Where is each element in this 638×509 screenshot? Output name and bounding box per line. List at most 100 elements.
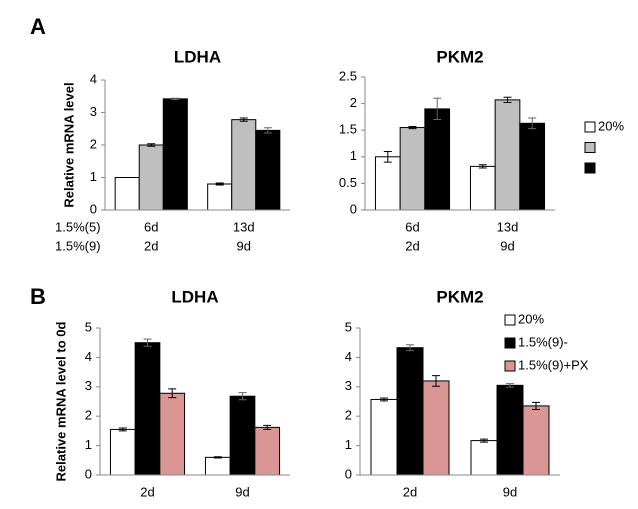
x-tick-label: 13d (233, 219, 255, 234)
x-tick-label: 2d (405, 238, 419, 253)
chart-title: LDHA (174, 47, 221, 66)
error-bar (503, 96, 512, 104)
legend-swatch (504, 360, 516, 372)
error-bar (239, 117, 248, 122)
bar (231, 119, 257, 211)
y-tick-label: 2 (350, 95, 357, 110)
y-tick-label: 0 (85, 466, 92, 481)
bar (424, 108, 451, 211)
x-tick-label: 2d (140, 484, 154, 499)
y-tick-label: 3 (345, 378, 352, 393)
y-tick-label: 4 (85, 349, 92, 364)
y-tick-label: 2.5 (339, 68, 357, 83)
y-tick-label: 1 (350, 148, 357, 163)
x-tick-label: 9d (500, 238, 514, 253)
y-tick-label: 3 (90, 104, 97, 119)
x-tick-label: 6d (405, 219, 419, 234)
error-bar (432, 375, 440, 387)
y-tick-label: 0 (90, 201, 97, 216)
legend-label: 1.5%(9)+PX (518, 357, 589, 372)
error-bar (263, 127, 272, 134)
bar (109, 428, 136, 476)
y-axis-label: Relative mRNA level (61, 82, 76, 207)
bar (255, 129, 281, 211)
y-tick-label: 0.5 (339, 175, 357, 190)
panel-label: B (30, 284, 46, 309)
bar (399, 127, 426, 211)
bar (114, 177, 140, 211)
x-tick-label: 6d (144, 219, 158, 234)
y-tick-label: 4 (90, 71, 97, 86)
error-bar (213, 456, 222, 459)
bar (204, 456, 231, 476)
error-bar (171, 97, 180, 100)
error-bar (143, 338, 152, 347)
bar (162, 98, 188, 211)
y-tick-label: 1 (345, 437, 352, 452)
bar (138, 144, 164, 211)
y-tick-label: 2 (345, 408, 352, 423)
y-tick-label: 4 (345, 349, 352, 364)
bar (522, 405, 550, 476)
x-tick-label: 9d (237, 238, 251, 253)
bar (519, 122, 546, 211)
bar (229, 395, 256, 476)
bar (396, 347, 424, 476)
y-tick-label: 0 (350, 201, 357, 216)
bar (496, 384, 524, 476)
x-tick-label: 9d (235, 484, 249, 499)
error-bar (408, 125, 417, 130)
error-bar (532, 401, 540, 410)
error-bar (433, 97, 442, 121)
error-bar (528, 117, 537, 130)
bar (207, 183, 233, 211)
legend-swatch (504, 314, 516, 326)
y-tick-label: 5 (85, 319, 92, 334)
error-bar (168, 388, 177, 399)
row-label: 1.5%(5) (55, 219, 101, 234)
bar (159, 392, 186, 476)
y-tick-label: 1 (85, 437, 92, 452)
legend-swatch (584, 121, 596, 133)
chart-title: PKM2 (436, 287, 483, 306)
y-tick-label: 5 (345, 319, 352, 334)
panel-label: A (30, 14, 46, 39)
y-tick-label: 2 (85, 408, 92, 423)
row-label: 1.5%(9) (55, 238, 101, 253)
error-bar (238, 392, 247, 401)
y-axis-label: Relative mRNA level to 0d (53, 321, 68, 481)
error-bar (383, 150, 392, 163)
y-tick-label: 0 (345, 466, 352, 481)
x-tick-label: 2d (403, 484, 417, 499)
legend-swatch (584, 142, 596, 153)
legend-label: 20% (518, 311, 544, 326)
bar (254, 426, 281, 476)
bar (370, 398, 398, 476)
error-bar (118, 427, 127, 432)
error-bar (263, 424, 272, 430)
y-tick-label: 2 (90, 136, 97, 151)
bar (494, 99, 521, 211)
error-bar (506, 383, 514, 388)
bar (469, 165, 496, 211)
bar (134, 342, 161, 476)
bar (470, 440, 498, 476)
error-bar (380, 397, 388, 402)
error-bar (147, 143, 156, 147)
bar (374, 156, 401, 211)
error-bar (478, 164, 487, 169)
y-tick-label: 1.5 (339, 122, 357, 137)
legend-label: 1.5%(9)- (518, 334, 568, 349)
legend-label: 20% (598, 118, 624, 133)
error-bar (215, 182, 224, 186)
legend-swatch (584, 162, 596, 174)
x-tick-label: 9d (503, 484, 517, 499)
chart-title: LDHA (171, 287, 218, 306)
error-bar (406, 344, 414, 352)
error-bar (480, 438, 488, 443)
y-tick-label: 3 (85, 378, 92, 393)
x-tick-label: 2d (144, 238, 158, 253)
bar (422, 380, 450, 476)
